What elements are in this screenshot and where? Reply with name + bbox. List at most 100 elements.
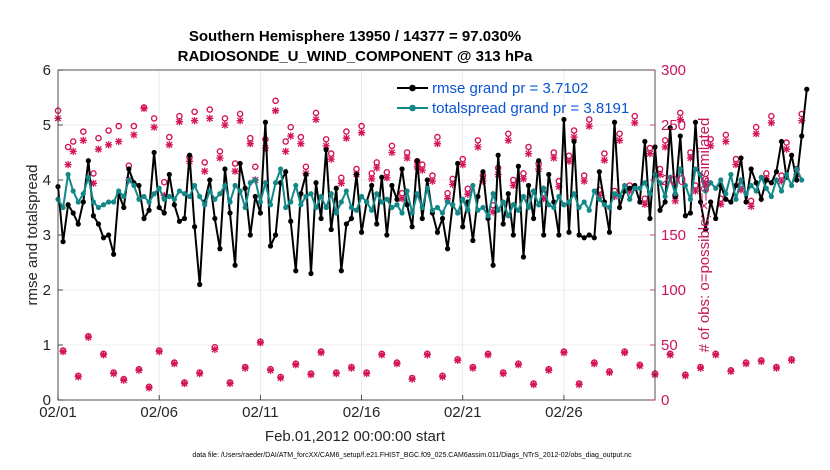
possible-point <box>732 155 740 163</box>
assimilated-point <box>342 134 350 142</box>
rmse-point <box>794 177 800 183</box>
rmse-point <box>176 218 183 224</box>
possible-point <box>570 127 578 134</box>
totalspread-point <box>783 171 790 178</box>
rmse-point <box>515 163 521 169</box>
assimilated-point <box>636 362 644 370</box>
rmse-point <box>682 213 688 219</box>
rmse-point <box>90 213 97 219</box>
assimilated-point <box>676 115 684 124</box>
totalspread-point <box>799 177 805 183</box>
rmse-point <box>197 281 203 288</box>
assimilated-point <box>449 180 457 188</box>
totalspread-point <box>581 199 587 205</box>
totalspread-point <box>677 166 683 172</box>
assimilated-point <box>560 349 568 357</box>
possible-point <box>474 137 482 144</box>
rmse-point <box>556 232 562 238</box>
assimilated-point <box>388 148 396 157</box>
totalspread-point <box>596 196 602 202</box>
rmse-point <box>748 166 754 172</box>
rmse-series <box>55 86 810 288</box>
totalspread-point <box>131 182 137 189</box>
possible-point <box>90 170 97 177</box>
rmse-point <box>546 171 552 178</box>
rmse-point <box>328 226 334 233</box>
assimilated-point <box>241 364 249 372</box>
totalspread-point <box>424 185 430 191</box>
rmse-point <box>232 262 238 268</box>
totalspread-point <box>267 202 274 208</box>
assimilated-point <box>590 360 598 368</box>
rmse-point <box>743 199 749 205</box>
rmse-point <box>171 202 177 208</box>
assimilated-point <box>585 122 593 130</box>
possible-point <box>707 135 714 143</box>
rmse-point <box>708 199 714 205</box>
totalspread-point <box>571 191 577 197</box>
y-tick-label: 2 <box>43 282 51 299</box>
assimilated-point <box>540 195 548 203</box>
possible-point <box>69 138 77 145</box>
totalspread-point <box>515 207 521 213</box>
assimilated-point <box>104 141 113 149</box>
totalspread-point <box>283 204 289 211</box>
y-tick-label: 0 <box>43 392 51 409</box>
assimilated-point <box>216 154 224 162</box>
rmse-point <box>353 171 360 178</box>
assimilated-point <box>201 167 209 175</box>
assimilated-point <box>140 104 148 113</box>
totalspread-point <box>217 191 223 197</box>
rmse-point <box>460 224 466 230</box>
possible-point <box>191 108 198 116</box>
y-tick-label: 6 <box>43 62 51 79</box>
assimilated-point <box>312 115 320 124</box>
possible-point <box>747 197 755 205</box>
data-file-footnote: data file: /Users/raeder/DAI/ATM_forcXX/… <box>192 452 632 459</box>
totalspread-point <box>374 191 380 197</box>
assimilated-point <box>266 366 275 374</box>
y2-tick-label: 100 <box>661 282 686 299</box>
totalspread-point <box>318 193 324 200</box>
rmse-point <box>647 215 653 222</box>
assimilated-point <box>398 195 406 203</box>
assimilated-point <box>180 379 189 388</box>
totalspread-point <box>753 188 759 194</box>
assimilated-point <box>160 191 168 199</box>
rmse-point <box>65 202 71 208</box>
rmse-point <box>657 207 663 213</box>
legend-entry-rmse: rmse grand pr = 3.7102 <box>432 80 588 97</box>
rmse-point <box>267 243 274 249</box>
assimilated-point <box>545 366 553 374</box>
possible-point <box>297 133 305 141</box>
rmse-point <box>455 160 461 167</box>
assimilated-point <box>555 183 563 191</box>
rmse-point <box>510 232 516 238</box>
possible-point <box>115 122 123 130</box>
rmse-point <box>338 268 344 274</box>
totalspread-point <box>136 196 142 202</box>
assimilated-point <box>691 187 700 195</box>
totalspread-point <box>450 202 456 208</box>
rmse-point <box>576 232 582 238</box>
rmse-point <box>414 158 420 164</box>
totalspread-point <box>384 196 390 202</box>
totalspread-point <box>475 207 481 213</box>
possible-point <box>434 133 441 141</box>
possible-point <box>631 112 639 120</box>
totalspread-point <box>748 182 754 189</box>
assimilated-point <box>145 384 153 392</box>
totalspread-point <box>530 188 537 194</box>
rmse-point <box>105 232 112 238</box>
totalspread-point <box>546 202 552 208</box>
assimilated-point <box>64 161 72 169</box>
totalspread-point <box>404 188 410 194</box>
y2-axis-label: # of obs: o=possible; ×=assimilated <box>696 118 713 353</box>
possible-point <box>687 149 694 156</box>
assimilated-point <box>211 345 219 353</box>
possible-point <box>221 115 229 122</box>
totalspread-point <box>394 202 400 208</box>
x-tick-label: 02/16 <box>343 404 381 421</box>
y-tick-label: 1 <box>43 337 51 354</box>
possible-point <box>343 128 350 135</box>
